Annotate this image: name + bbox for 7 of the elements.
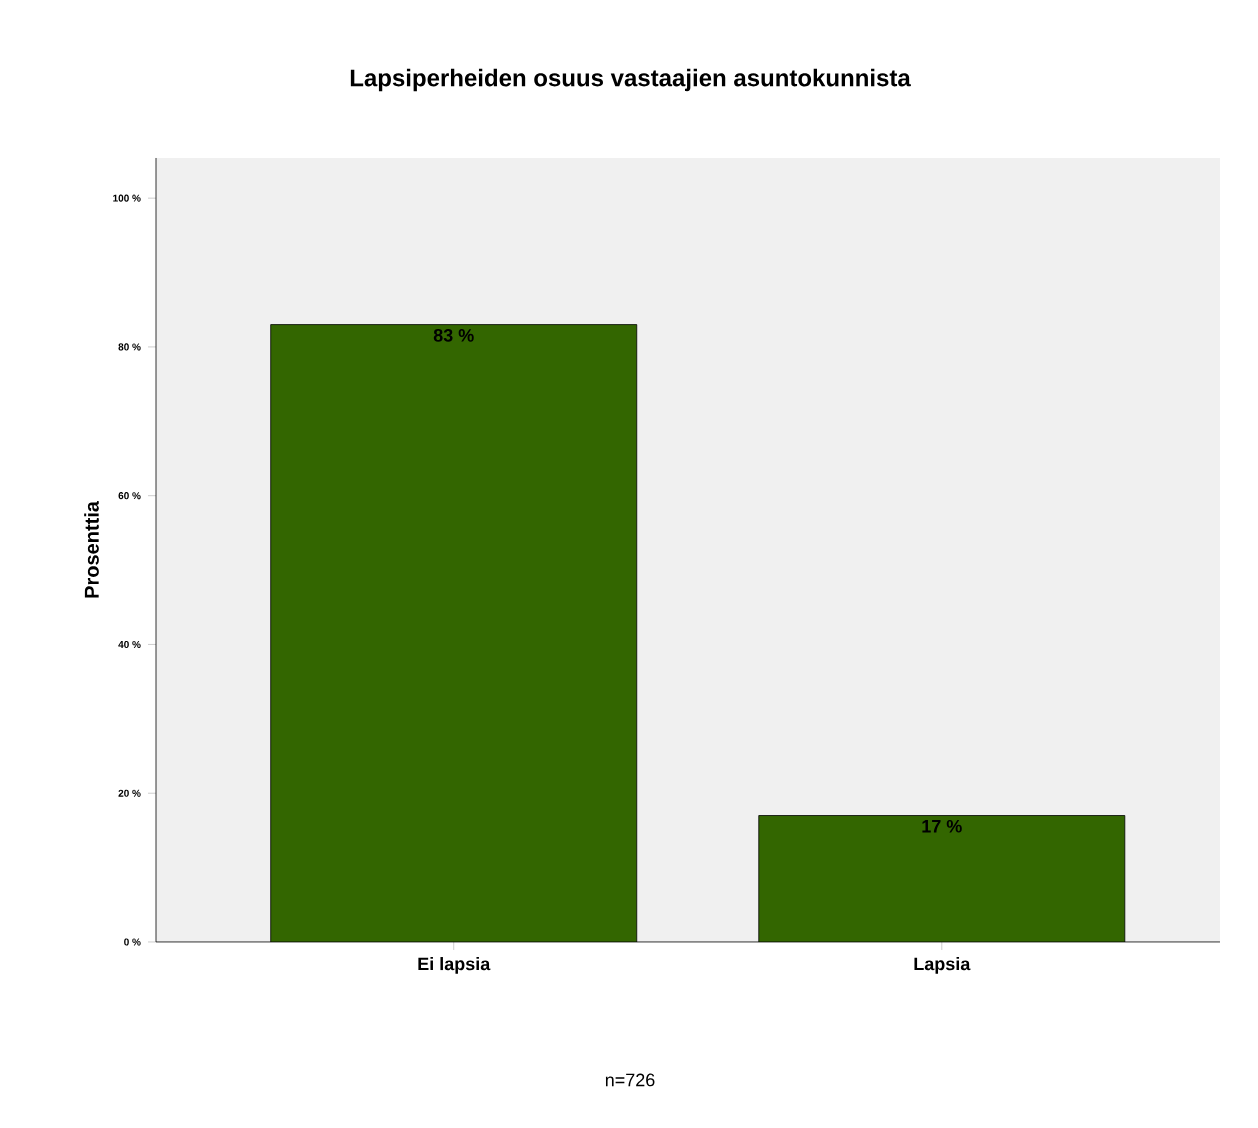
y-axis-title: Prosenttia	[84, 500, 99, 598]
x-tick-label: Ei lapsia	[418, 957, 491, 974]
text: n=726	[605, 1073, 655, 1087]
data-label: 17 %	[922, 819, 962, 833]
x-tick-label: Lapsia	[914, 957, 971, 974]
data-label: 83 %	[433, 328, 474, 342]
chart-title: Lapsiperheiden osuus vastaajien asuntokunnista	[350, 68, 911, 92]
